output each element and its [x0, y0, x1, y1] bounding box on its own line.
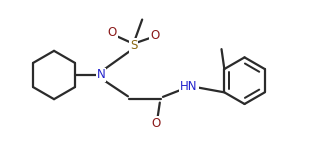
- Text: N: N: [96, 69, 105, 81]
- Text: S: S: [130, 39, 137, 52]
- Text: O: O: [150, 29, 160, 42]
- Text: HN: HN: [181, 80, 198, 93]
- Text: O: O: [108, 26, 117, 39]
- Text: O: O: [152, 117, 161, 130]
